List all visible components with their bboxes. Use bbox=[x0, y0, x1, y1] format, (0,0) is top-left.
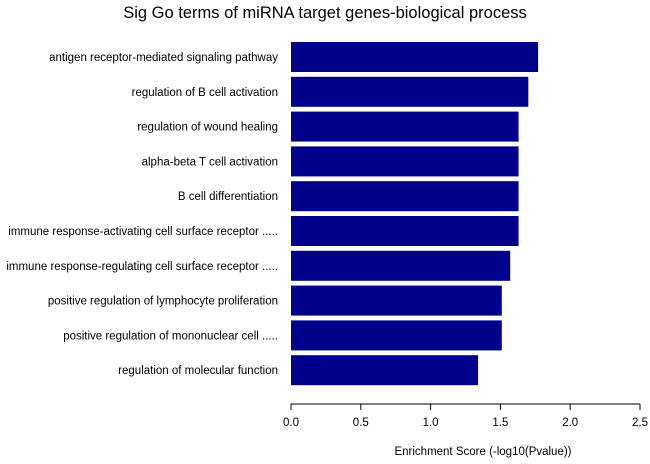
x-tick-label: 1.0 bbox=[423, 417, 439, 429]
category-label: regulation of B cell activation bbox=[132, 87, 278, 99]
x-tick-label: 2.0 bbox=[562, 417, 578, 429]
category-label: immune response-regulating cell surface … bbox=[6, 261, 278, 273]
chart-title: Sig Go terms of miRNA target genes-biolo… bbox=[123, 4, 527, 22]
x-axis: 0.0 0.5 1.0 1.5 2.0 2.5 bbox=[283, 403, 648, 429]
x-tick-label: 1.5 bbox=[492, 417, 508, 429]
category-label: immune response-activating cell surface … bbox=[8, 226, 278, 238]
bar bbox=[291, 42, 539, 72]
category-label: regulation of molecular function bbox=[118, 365, 278, 377]
category-label: antigen receptor-mediated signaling path… bbox=[49, 52, 278, 64]
category-label: positive regulation of mononuclear cell … bbox=[63, 330, 278, 342]
bar bbox=[291, 76, 529, 107]
bar bbox=[291, 111, 519, 142]
x-axis-label: Enrichment Score (-log10(Pvalue)) bbox=[394, 446, 571, 458]
category-label: regulation of wound healing bbox=[137, 122, 278, 134]
bar bbox=[291, 250, 511, 281]
category-label: positive regulation of lymphocyte prolif… bbox=[48, 296, 278, 308]
x-tick-label: 0.0 bbox=[283, 417, 299, 429]
bar bbox=[291, 216, 519, 246]
bar bbox=[291, 146, 519, 177]
bar bbox=[291, 181, 519, 212]
category-label: B cell differentiation bbox=[178, 191, 278, 203]
category-label: alpha-beta T cell activation bbox=[142, 156, 278, 168]
bar bbox=[291, 355, 479, 386]
bar bbox=[291, 320, 502, 351]
bars-group bbox=[291, 42, 539, 386]
x-tick-label: 0.5 bbox=[353, 417, 369, 429]
category-labels: antigen receptor-mediated signaling path… bbox=[6, 52, 278, 377]
x-tick-label: 2.5 bbox=[632, 417, 648, 429]
bar bbox=[291, 285, 502, 316]
